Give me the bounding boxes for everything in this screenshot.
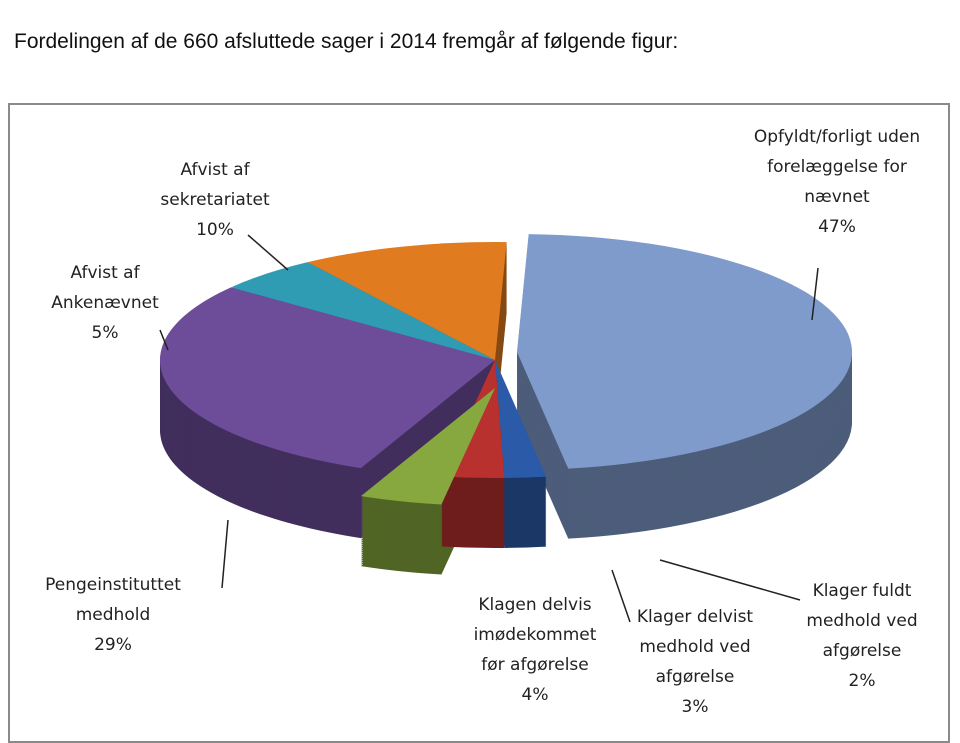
pie-chart: [159, 234, 853, 623]
label-pengeinstituttet: Pengeinstituttet medhold 29%: [45, 575, 181, 655]
leader-line: [159, 329, 169, 351]
pie-slice: [495, 360, 547, 478]
pie-slice: [360, 388, 495, 505]
leader-line: [221, 519, 229, 589]
pie-slice: [160, 287, 495, 469]
leader-line: [611, 569, 631, 623]
leader-line: [659, 559, 801, 601]
pie-slice: [517, 234, 853, 469]
leader-line: [811, 267, 819, 321]
label-fuldt-medhold: Klager fuldt medhold ved afgørelse 2%: [806, 581, 918, 691]
leader-line: [247, 234, 289, 271]
label-delvist-medhold: Klager delvist medhold ved afgørelse 3%: [636, 607, 754, 717]
label-delvis-imodekommet: Klagen delvis imødekommet før afgørelse 4…: [473, 595, 597, 705]
label-afvist-ankenaevnet: Afvist af Ankenævnet 5%: [51, 263, 159, 343]
page-heading: Fordelingen af de 660 afsluttede sager i…: [14, 30, 679, 53]
label-opfyldt: Opfyldt/forligt uden forelæggelse for næ…: [753, 127, 921, 237]
pie-slice: [231, 262, 495, 360]
label-afvist-sekretariatet: Afvist af sekretariatet 10%: [160, 160, 270, 240]
pie-slice: [307, 242, 507, 360]
